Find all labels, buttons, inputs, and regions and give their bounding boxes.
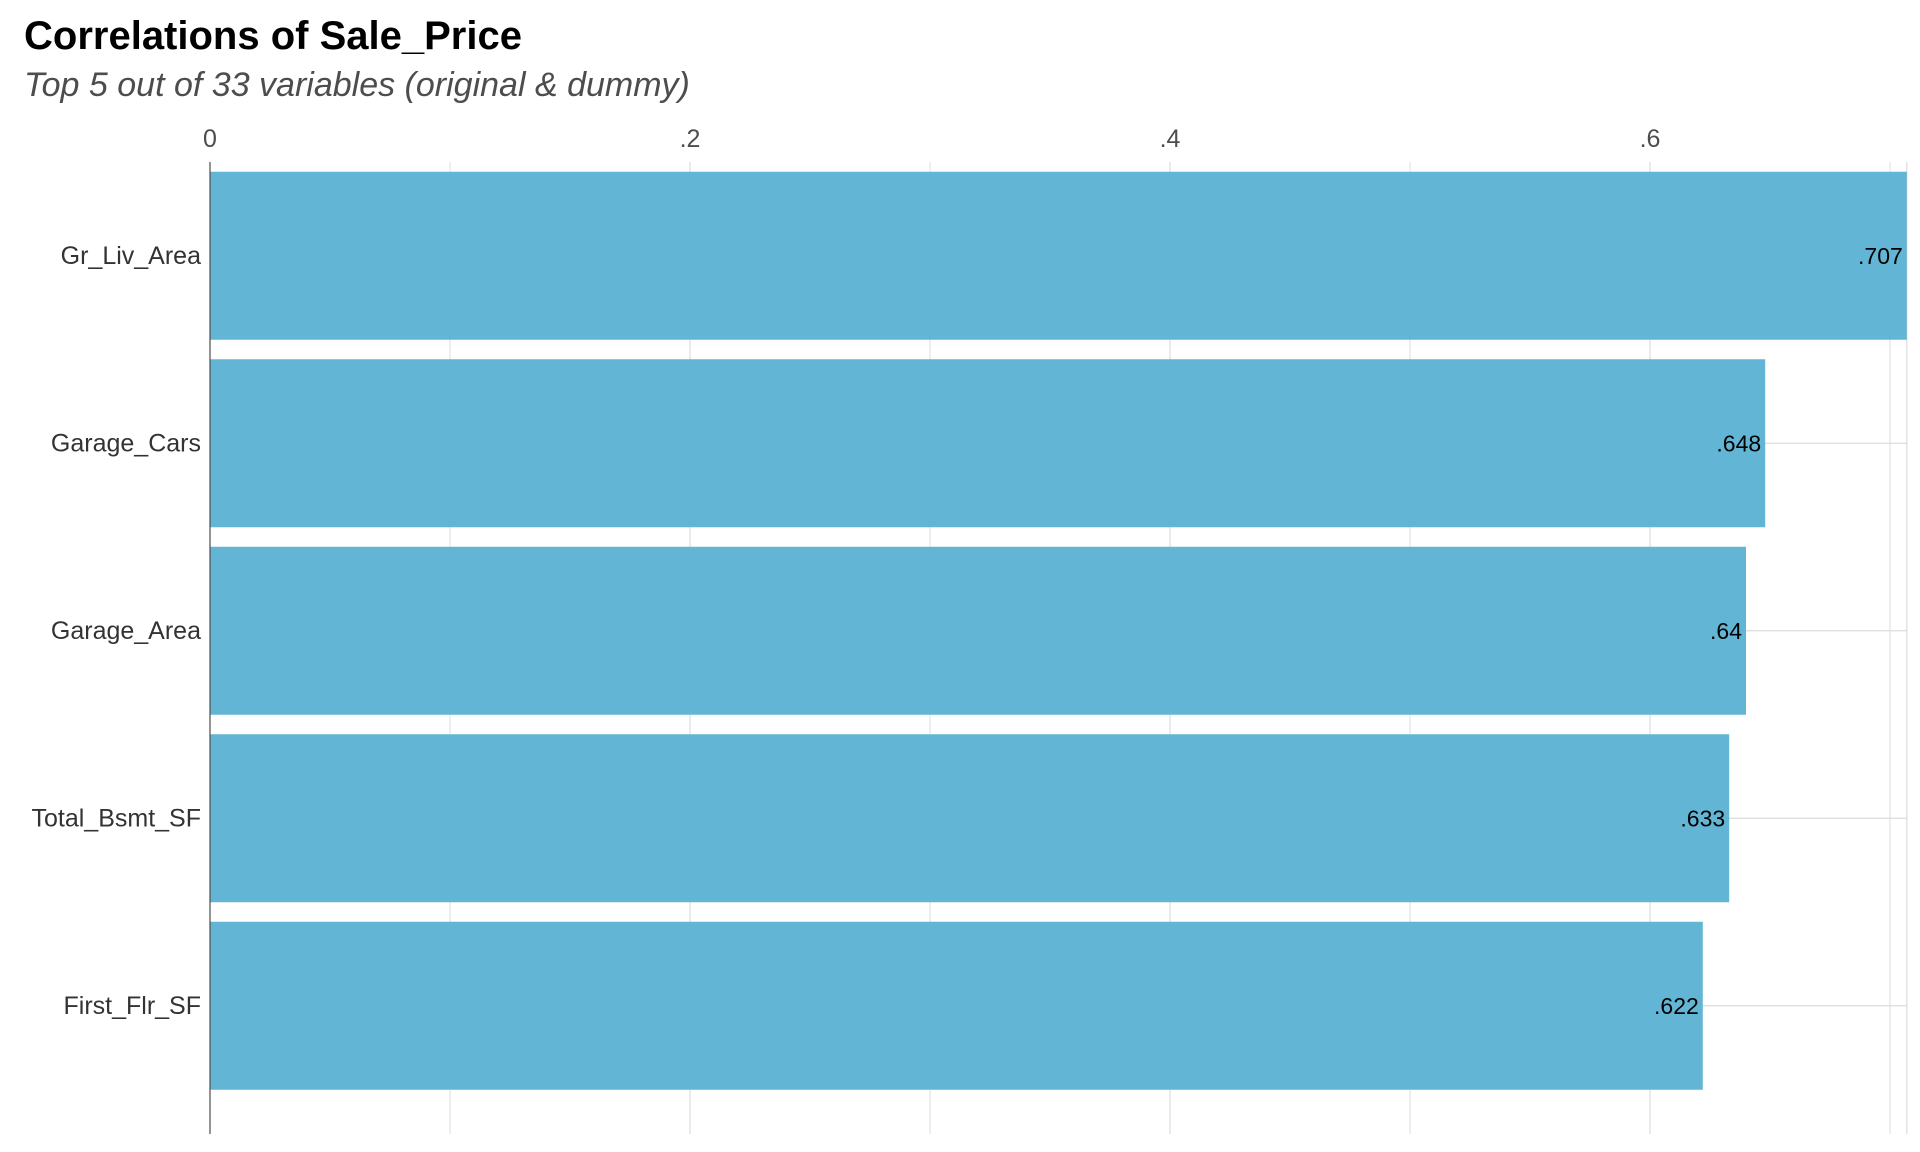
bar-garage-area [210, 546, 1746, 715]
value-label: .64 [1710, 618, 1742, 644]
chart-title: Correlations of Sale_Price [24, 14, 522, 58]
x-tick-label: .6 [1640, 125, 1661, 153]
bar-gr-liv-area [210, 171, 1907, 340]
category-label: Garage_Area [51, 617, 201, 645]
category-label: Garage_Cars [51, 429, 201, 457]
chart-subtitle: Top 5 out of 33 variables (original & du… [24, 66, 690, 104]
x-tick-label: .4 [1160, 125, 1181, 153]
category-label: Gr_Liv_Area [61, 242, 201, 270]
bar-garage-cars [210, 359, 1766, 528]
x-tick-label: 0 [203, 125, 217, 153]
axis-layer: 0 .2 .4 .6 [203, 125, 1660, 1134]
value-label: .633 [1680, 805, 1725, 831]
value-label: .622 [1654, 993, 1699, 1019]
bars-layer [210, 171, 1907, 1090]
category-label: First_Flr_SF [64, 992, 202, 1020]
labels-layer: Gr_Liv_Area .707 Garage_Cars .648 Garage_Are… [31, 242, 1902, 1020]
value-label: .707 [1858, 243, 1903, 269]
category-label: Total_Bsmt_SF [31, 804, 201, 832]
bar-total-bsmt-sf [210, 734, 1730, 903]
bar-first-flr-sf [210, 921, 1703, 1090]
x-tick-label: .2 [680, 125, 701, 153]
value-label: .648 [1716, 430, 1761, 456]
